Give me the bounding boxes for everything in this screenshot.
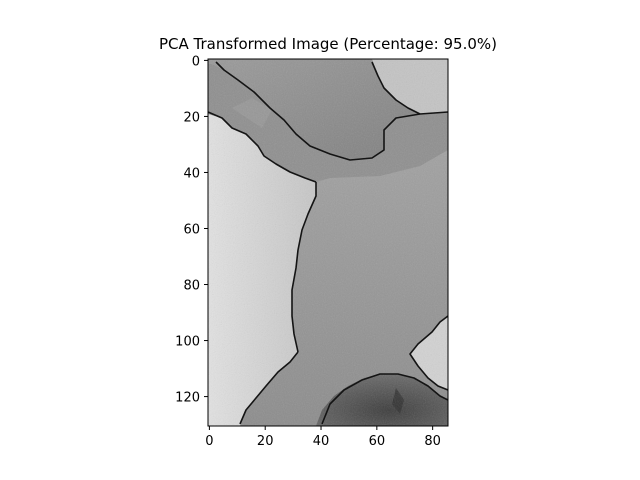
y-tick-label: 100 — [175, 335, 200, 350]
x-tick-label: 60 — [369, 434, 386, 449]
contour-lower-left — [239, 351, 299, 425]
contour-right-patch — [409, 315, 448, 391]
y-tick-label: 60 — [183, 222, 200, 237]
plot-frame — [207, 58, 449, 427]
y-tick-label: 0 — [192, 54, 200, 69]
contour-center-left — [291, 182, 317, 353]
contour-top-diagonal — [215, 61, 448, 161]
y-tick-label: 80 — [183, 279, 200, 294]
contour-bottom-blob — [321, 373, 448, 425]
heatmap-image — [208, 59, 448, 426]
y-tick-label: 40 — [183, 166, 200, 181]
x-tick-label: 20 — [257, 434, 274, 449]
x-tick-label: 0 — [205, 434, 213, 449]
boundary-contours — [208, 61, 448, 425]
x-tick-label: 80 — [424, 434, 441, 449]
y-axis: 0 20 40 60 80 100 120 — [175, 54, 208, 406]
y-tick-label: 20 — [183, 110, 200, 125]
x-tick-label: 40 — [313, 434, 330, 449]
contour-left-upper — [208, 111, 317, 183]
image-grain — [208, 59, 448, 426]
chart-title: PCA Transformed Image (Percentage: 95.0%… — [159, 35, 497, 53]
y-tick-label: 120 — [175, 391, 200, 406]
x-axis: 0 20 40 60 80 — [205, 426, 441, 449]
contour-top-right — [371, 61, 421, 115]
